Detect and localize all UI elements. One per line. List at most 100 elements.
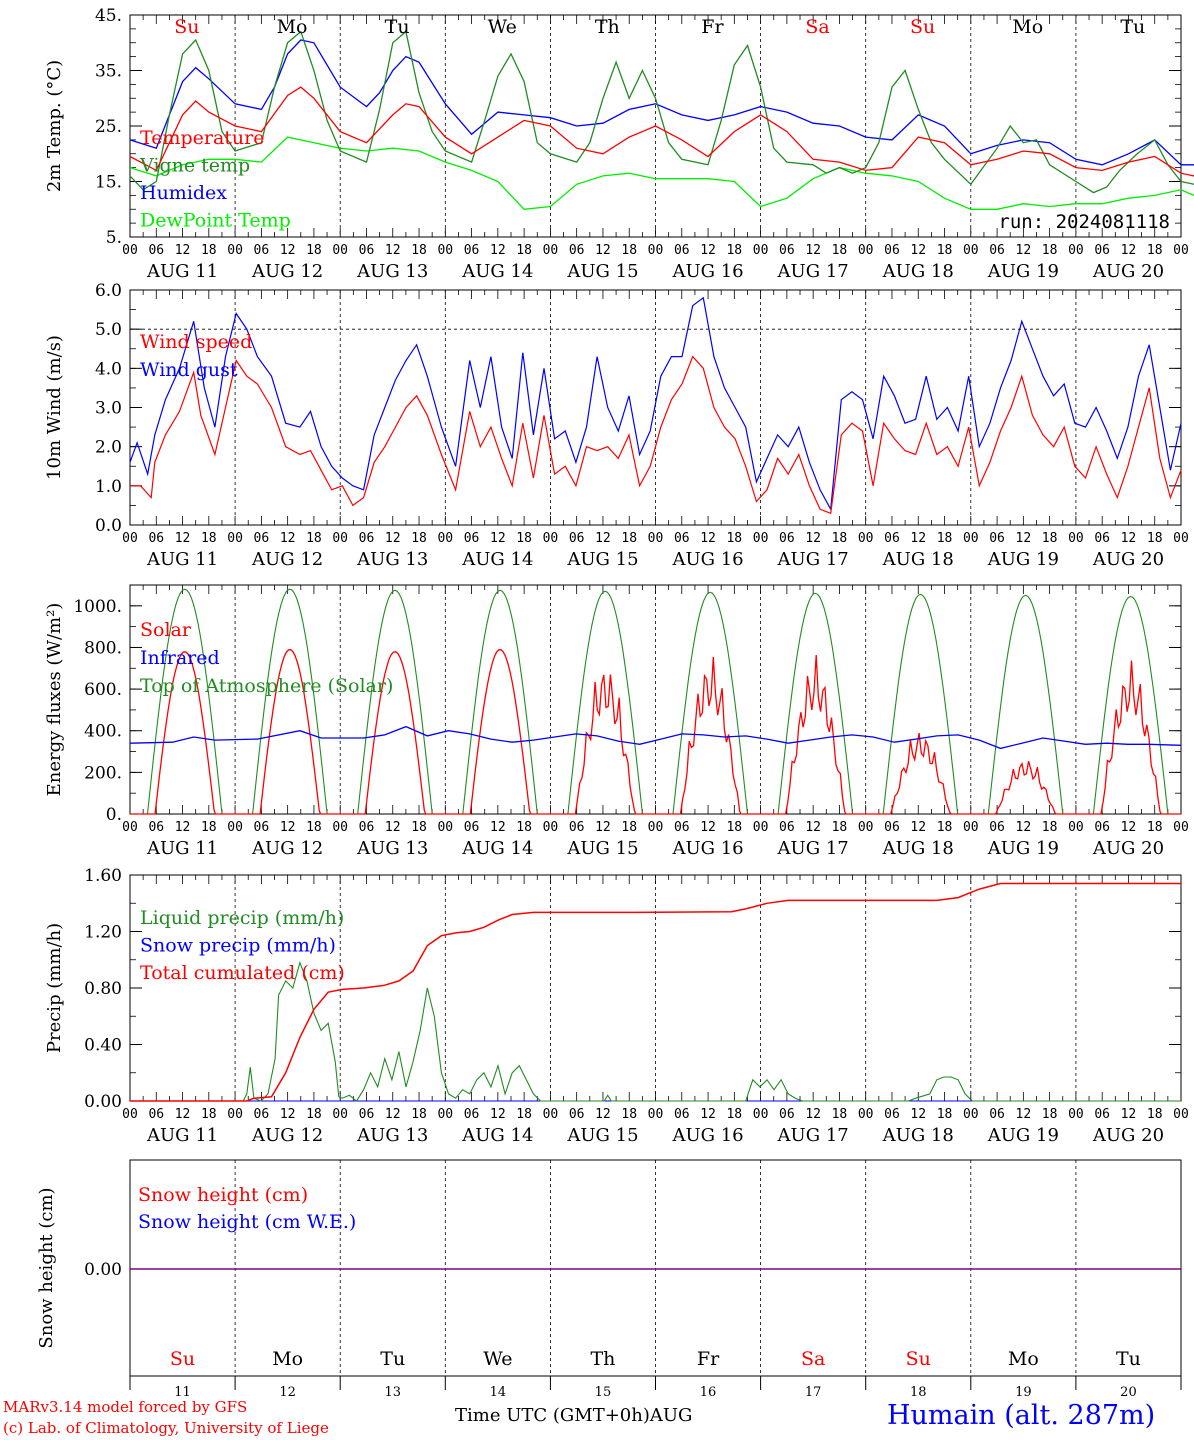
hour-tick-label: 00 [122,531,138,546]
hour-tick-label: 12 [1016,820,1032,835]
temp-panel-y-tick-label: 25. [95,117,122,137]
date-label: AUG 20 [1092,838,1164,859]
weekday-label-bottom: Su [170,1348,195,1370]
date-label: AUG 12 [251,261,323,282]
hour-tick-label: 12 [385,243,401,258]
date-label: AUG 12 [251,838,323,859]
hour-tick-label: 00 [1068,531,1084,546]
legend-entry: Wind gust [140,359,238,381]
hour-tick-label: 18 [832,1107,848,1122]
legend-entry: DewPoint Temp [140,210,291,232]
hour-tick-label: 18 [937,1107,953,1122]
hour-tick-label: 12 [490,531,506,546]
hour-tick-label: 18 [726,531,742,546]
hour-tick-label: 00 [332,531,348,546]
copyright-credit: (c) Lab. of Climatology, University of L… [3,1419,329,1437]
date-label: AUG 15 [566,838,638,859]
legend-entry: Total cumulated (cm) [140,962,345,984]
hour-tick-label: 06 [884,1107,900,1122]
hour-tick-label: 06 [674,531,690,546]
hour-tick-label: 06 [148,1107,164,1122]
hour-tick-label: 18 [937,820,953,835]
series-wind-gust [129,296,1182,512]
hour-tick-label: 18 [726,243,742,258]
date-label: AUG 11 [146,549,218,570]
weekday-label: Sa [805,16,829,38]
hour-tick-label: 18 [306,1107,322,1122]
hour-tick-label: 12 [1121,1107,1137,1122]
hour-tick-label: 00 [858,531,874,546]
series-wind-speed [130,355,1182,515]
hour-tick-label: 12 [700,820,716,835]
hour-tick-label: 00 [437,820,453,835]
hour-tick-label: 12 [385,1107,401,1122]
hour-tick-label: 18 [201,820,217,835]
hour-tick-label: 18 [937,531,953,546]
date-label: AUG 19 [987,261,1059,282]
hour-tick-label: 12 [805,531,821,546]
hour-tick-label: 06 [359,531,375,546]
x-axis-title: Time UTC (GMT+0h) [455,1405,650,1426]
hour-tick-label: 06 [359,820,375,835]
hour-tick-label: 00 [858,243,874,258]
date-label: AUG 18 [882,261,954,282]
hour-tick-label: 00 [543,531,559,546]
hour-tick-label: 00 [122,1107,138,1122]
hour-tick-label: 00 [1173,1107,1189,1122]
hour-tick-label: 12 [595,1107,611,1122]
weekday-label-bottom: Tu [380,1348,405,1370]
hour-tick-label: 06 [779,243,795,258]
hour-tick-label: 06 [989,820,1005,835]
hour-tick-label: 12 [175,243,191,258]
hour-tick-label: 18 [1147,243,1163,258]
hour-tick-label: 12 [805,243,821,258]
weekday-label-bottom: Sa [801,1348,825,1370]
day-number-label: 15 [595,1385,612,1400]
hour-tick-label: 12 [1121,820,1137,835]
day-number-label: 17 [805,1385,822,1400]
day-number-label: 16 [700,1385,717,1400]
date-label: AUG 19 [987,1125,1059,1146]
date-label: AUG 16 [671,261,743,282]
hour-tick-label: 06 [989,243,1005,258]
hour-tick-label: 00 [858,1107,874,1122]
date-label: AUG 13 [356,838,428,859]
date-label: AUG 16 [671,549,743,570]
hour-tick-label: 00 [1173,820,1189,835]
day-number-label: 18 [910,1385,927,1400]
legend-entry: Snow height (cm W.E.) [138,1211,356,1233]
hour-tick-label: 06 [779,820,795,835]
hour-tick-label: 06 [359,243,375,258]
temp-panel-y-tick-label: 35. [95,62,122,82]
hour-tick-label: 18 [201,1107,217,1122]
date-label: AUG 15 [566,549,638,570]
hour-tick-label: 12 [700,1107,716,1122]
hour-tick-label: 06 [1094,1107,1110,1122]
legend-entry: Liquid precip (mm/h) [140,907,344,929]
date-label: AUG 14 [461,261,533,282]
station-title: Humain (alt. 287m) [887,1400,1156,1431]
hour-tick-label: 12 [175,820,191,835]
hour-tick-label: 12 [175,1107,191,1122]
date-label: AUG 19 [987,838,1059,859]
day-number-label: 13 [384,1385,401,1400]
hour-tick-label: 12 [910,243,926,258]
hour-tick-label: 00 [753,1107,769,1122]
wind-panel-y-tick-label: 6.0 [95,281,122,301]
hour-tick-label: 18 [937,243,953,258]
hour-tick-label: 18 [832,243,848,258]
day-number-label: 12 [279,1385,296,1400]
hour-tick-label: 00 [963,820,979,835]
wind-panel-y-label: 10m Wind (m/s) [44,335,65,480]
hour-tick-label: 00 [543,1107,559,1122]
series-total-cumulated [130,882,1181,1102]
legend-entry: Snow height (cm) [138,1184,308,1206]
hour-tick-label: 00 [227,820,243,835]
hour-tick-label: 00 [963,243,979,258]
energy-panel-y-tick-label: 400. [84,722,122,742]
hour-tick-label: 12 [175,531,191,546]
hour-tick-label: 12 [910,1107,926,1122]
hour-tick-label: 00 [1173,243,1189,258]
temp-panel-y-tick-label: 45. [95,6,122,26]
hour-tick-label: 18 [832,820,848,835]
